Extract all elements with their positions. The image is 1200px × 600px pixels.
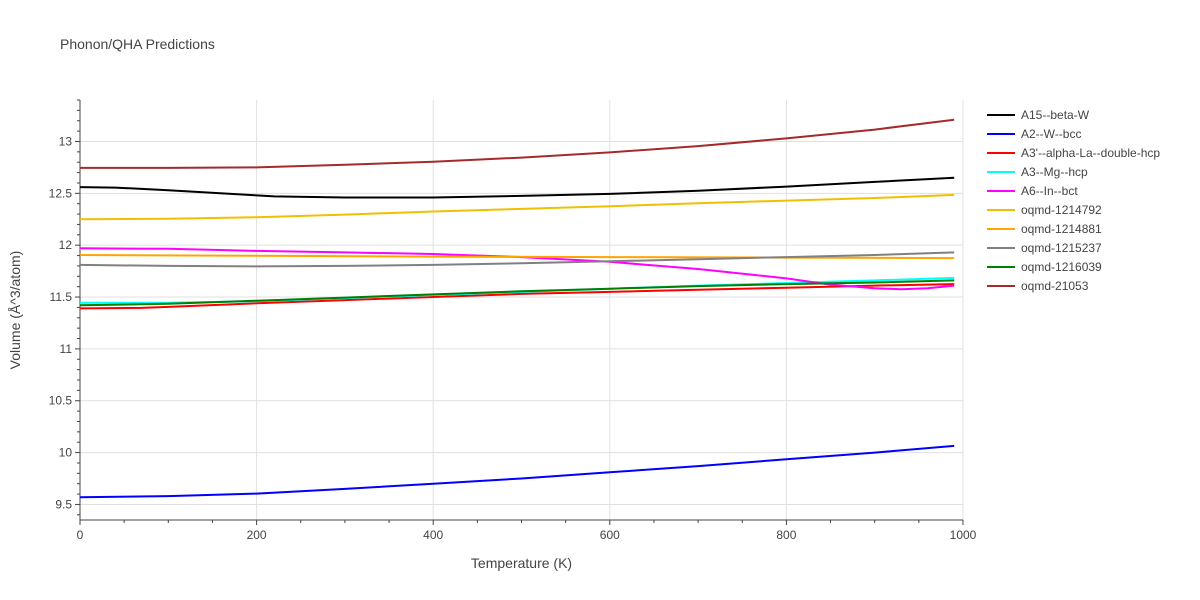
y-axis-title: Volume (Å^3/atom) bbox=[7, 251, 23, 370]
x-tick-label: 1000 bbox=[950, 528, 977, 542]
legend-label: A3'--alpha-La--double-hcp bbox=[1021, 146, 1160, 160]
series-line-oqmd-1216039 bbox=[79, 279, 955, 307]
x-tick-label: 0 bbox=[77, 528, 84, 542]
axes bbox=[75, 99, 964, 525]
x-tick-label: 400 bbox=[423, 528, 443, 542]
legend-label: A2--W--bcc bbox=[1021, 127, 1081, 141]
series-line-oqmd-1214881 bbox=[79, 254, 955, 260]
y-tick-label: 13 bbox=[59, 134, 73, 148]
x-tick-label: 600 bbox=[600, 528, 620, 542]
legend-item[interactable]: A3--Mg--hcp bbox=[987, 165, 1088, 179]
y-tick-label: 12.5 bbox=[49, 186, 73, 200]
series-line-oqmd-21053 bbox=[80, 118, 955, 169]
plot-area bbox=[79, 118, 955, 499]
chart-title: Phonon/QHA Predictions bbox=[60, 36, 215, 52]
legend[interactable]: A15--beta-W A2--W--bcc A3'--alpha-La--doub… bbox=[987, 108, 1160, 293]
tick-labels: 0 200 400 600 800 1000 9.5 10 10.5 11 11.5 12 12.5 13 bbox=[49, 134, 977, 542]
legend-item[interactable]: oqmd-1214792 bbox=[987, 203, 1102, 217]
legend-item[interactable]: A15--beta-W bbox=[987, 108, 1090, 122]
legend-label: oqmd-21053 bbox=[1021, 279, 1089, 293]
legend-item[interactable]: A3'--alpha-La--double-hcp bbox=[987, 146, 1160, 160]
legend-label: oqmd-1216039 bbox=[1021, 260, 1102, 274]
series-line-A3'--alpha-La--double-hcp bbox=[79, 283, 955, 310]
grid-lines bbox=[80, 100, 964, 520]
legend-item[interactable]: oqmd-1215237 bbox=[987, 241, 1102, 255]
series-line-A6--In--bct bbox=[79, 247, 955, 291]
x-axis-title: Temperature (K) bbox=[471, 555, 572, 571]
legend-label: A3--Mg--hcp bbox=[1021, 165, 1088, 179]
legend-label: A15--beta-W bbox=[1021, 108, 1090, 122]
legend-item[interactable]: A6--In--bct bbox=[987, 184, 1078, 198]
legend-label: oqmd-1214792 bbox=[1021, 203, 1102, 217]
series-line-A15--beta-W bbox=[79, 176, 955, 199]
y-tick-label: 12 bbox=[59, 238, 73, 252]
y-tick-label: 11 bbox=[60, 342, 73, 356]
series-line-A2--W--bcc bbox=[79, 444, 955, 499]
series-line-oqmd-1214792 bbox=[79, 193, 955, 221]
legend-item[interactable]: oqmd-1216039 bbox=[987, 260, 1102, 274]
legend-item[interactable]: oqmd-1214881 bbox=[987, 222, 1102, 236]
legend-item[interactable]: oqmd-21053 bbox=[987, 279, 1089, 293]
legend-label: A6--In--bct bbox=[1021, 184, 1078, 198]
x-tick-label: 200 bbox=[247, 528, 267, 542]
series-line-oqmd-1215237 bbox=[79, 251, 955, 268]
legend-label: oqmd-1215237 bbox=[1021, 241, 1102, 255]
legend-label: oqmd-1214881 bbox=[1021, 222, 1102, 236]
y-tick-label: 10.5 bbox=[49, 394, 73, 408]
y-tick-label: 10 bbox=[59, 446, 73, 460]
y-tick-label: 11.5 bbox=[50, 290, 73, 304]
legend-item[interactable]: A2--W--bcc bbox=[987, 127, 1081, 141]
series-line-A3--Mg--hcp bbox=[80, 276, 955, 304]
y-tick-label: 9.5 bbox=[55, 497, 72, 511]
x-tick-label: 800 bbox=[776, 528, 796, 542]
